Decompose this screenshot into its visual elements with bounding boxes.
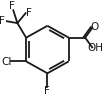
Text: F: F	[0, 16, 5, 26]
Text: F: F	[9, 1, 15, 11]
Text: Cl: Cl	[1, 57, 12, 67]
Text: F: F	[44, 86, 50, 96]
Text: O: O	[90, 22, 98, 32]
Text: OH: OH	[87, 43, 103, 53]
Text: F: F	[26, 8, 32, 18]
